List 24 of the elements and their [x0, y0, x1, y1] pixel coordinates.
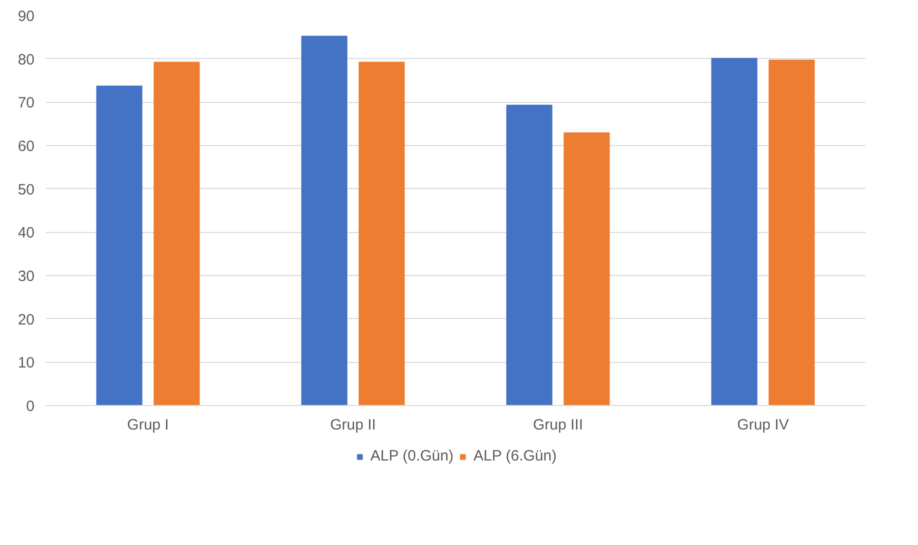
y-tick-label: 0 [26, 398, 34, 415]
y-tick-label: 40 [18, 224, 35, 242]
y-tick-label: 70 [18, 94, 35, 112]
bar [711, 58, 758, 406]
x-tick-label: Grup II [330, 416, 376, 434]
y-tick-label: 90 [18, 8, 35, 25]
bar [96, 86, 142, 406]
bar [768, 60, 815, 406]
legend-label: ALP (0.Gün) [370, 448, 454, 464]
y-tick-label: 10 [18, 354, 35, 372]
x-tick-label: Grup III [532, 416, 584, 434]
bar [301, 36, 348, 406]
bar [564, 132, 610, 406]
y-tick-label: 50 [18, 181, 35, 198]
x-tick-label: Grup I [127, 416, 169, 434]
y-tick-label: 80 [18, 51, 35, 68]
y-tick-label: 60 [18, 138, 35, 155]
bar [506, 104, 552, 406]
legend-label: ALP (6.Gün) [474, 448, 557, 464]
y-tick-label: 20 [18, 311, 35, 328]
bar [154, 62, 200, 406]
bar [358, 62, 405, 406]
y-tick-label: 30 [18, 268, 35, 285]
x-tick-label: Grup IV [737, 416, 789, 434]
